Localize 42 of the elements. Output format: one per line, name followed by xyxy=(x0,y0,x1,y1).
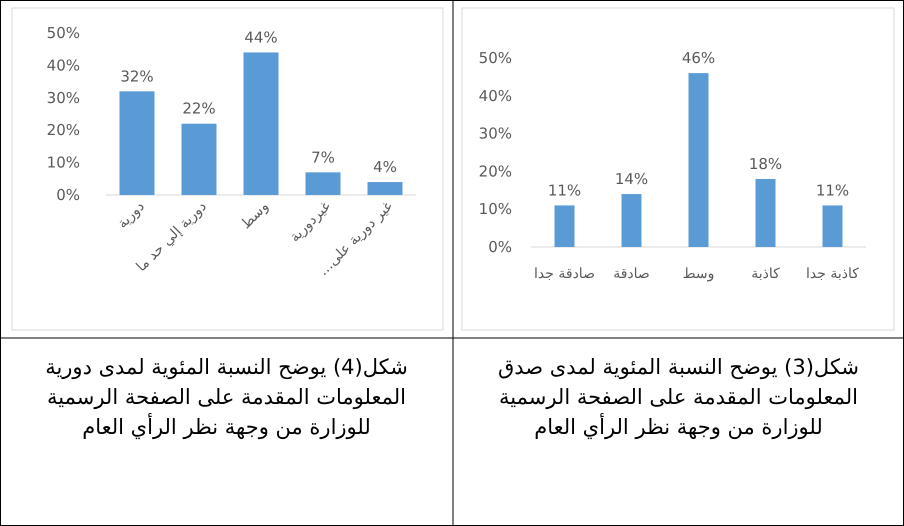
data-label: 11% xyxy=(548,181,582,200)
x-tick-label: صادقة جدا xyxy=(533,265,596,284)
bar xyxy=(688,73,708,247)
x-tick-label: غيردورية xyxy=(286,198,334,246)
x-tick-label: صادقة xyxy=(612,265,651,284)
y-tick-label: 50% xyxy=(478,49,512,67)
x-tick-label: دورية xyxy=(114,198,148,232)
bar xyxy=(368,182,402,195)
y-tick-label: 20% xyxy=(46,121,80,140)
bar xyxy=(182,124,216,195)
bar xyxy=(120,91,154,195)
data-label: 18% xyxy=(748,154,782,173)
bar xyxy=(622,194,642,247)
bar xyxy=(822,205,842,247)
y-tick-label: 30% xyxy=(478,124,512,143)
x-tick-label: وسط xyxy=(238,198,272,232)
data-label: 44% xyxy=(244,28,278,46)
data-label: 22% xyxy=(182,100,216,118)
data-label: 4% xyxy=(373,158,397,176)
y-tick-label: 40% xyxy=(478,86,512,105)
x-tick-label: كاذبة جدا xyxy=(805,265,860,284)
text: شكل(3) يوضح النسبة المئوية لمدى صدق المعلومات المقدمة على الصفحة الرسمية للوزارة من وجهة نظر الرأي العام xyxy=(496,354,860,442)
bar xyxy=(756,178,776,247)
x-tick-label: كاذبة xyxy=(750,265,781,284)
bar xyxy=(554,205,574,247)
y-tick-label: 10% xyxy=(46,154,80,172)
x-tick-label: وسط xyxy=(682,265,716,284)
data-label: 46% xyxy=(682,49,716,68)
y-tick-label: 0% xyxy=(488,238,512,256)
y-tick-label: 20% xyxy=(478,162,512,180)
data-label: 11% xyxy=(816,181,850,200)
bar xyxy=(306,172,340,195)
data-label: 14% xyxy=(614,170,648,188)
y-tick-label: 0% xyxy=(56,186,80,204)
y-tick-label: 30% xyxy=(46,88,80,107)
text: شكل(4) يوضح النسبة المئوية لمدى دورية المعلومات المقدمة على الصفحة الرسمية للوزارة من وجهة نظر الرأي العام xyxy=(44,354,409,442)
data-label: 32% xyxy=(120,67,154,86)
y-tick-label: 50% xyxy=(46,24,80,42)
y-tick-label: 10% xyxy=(478,200,512,218)
bar xyxy=(244,52,278,195)
y-tick-label: 40% xyxy=(46,56,80,74)
data-label: 7% xyxy=(311,148,335,166)
